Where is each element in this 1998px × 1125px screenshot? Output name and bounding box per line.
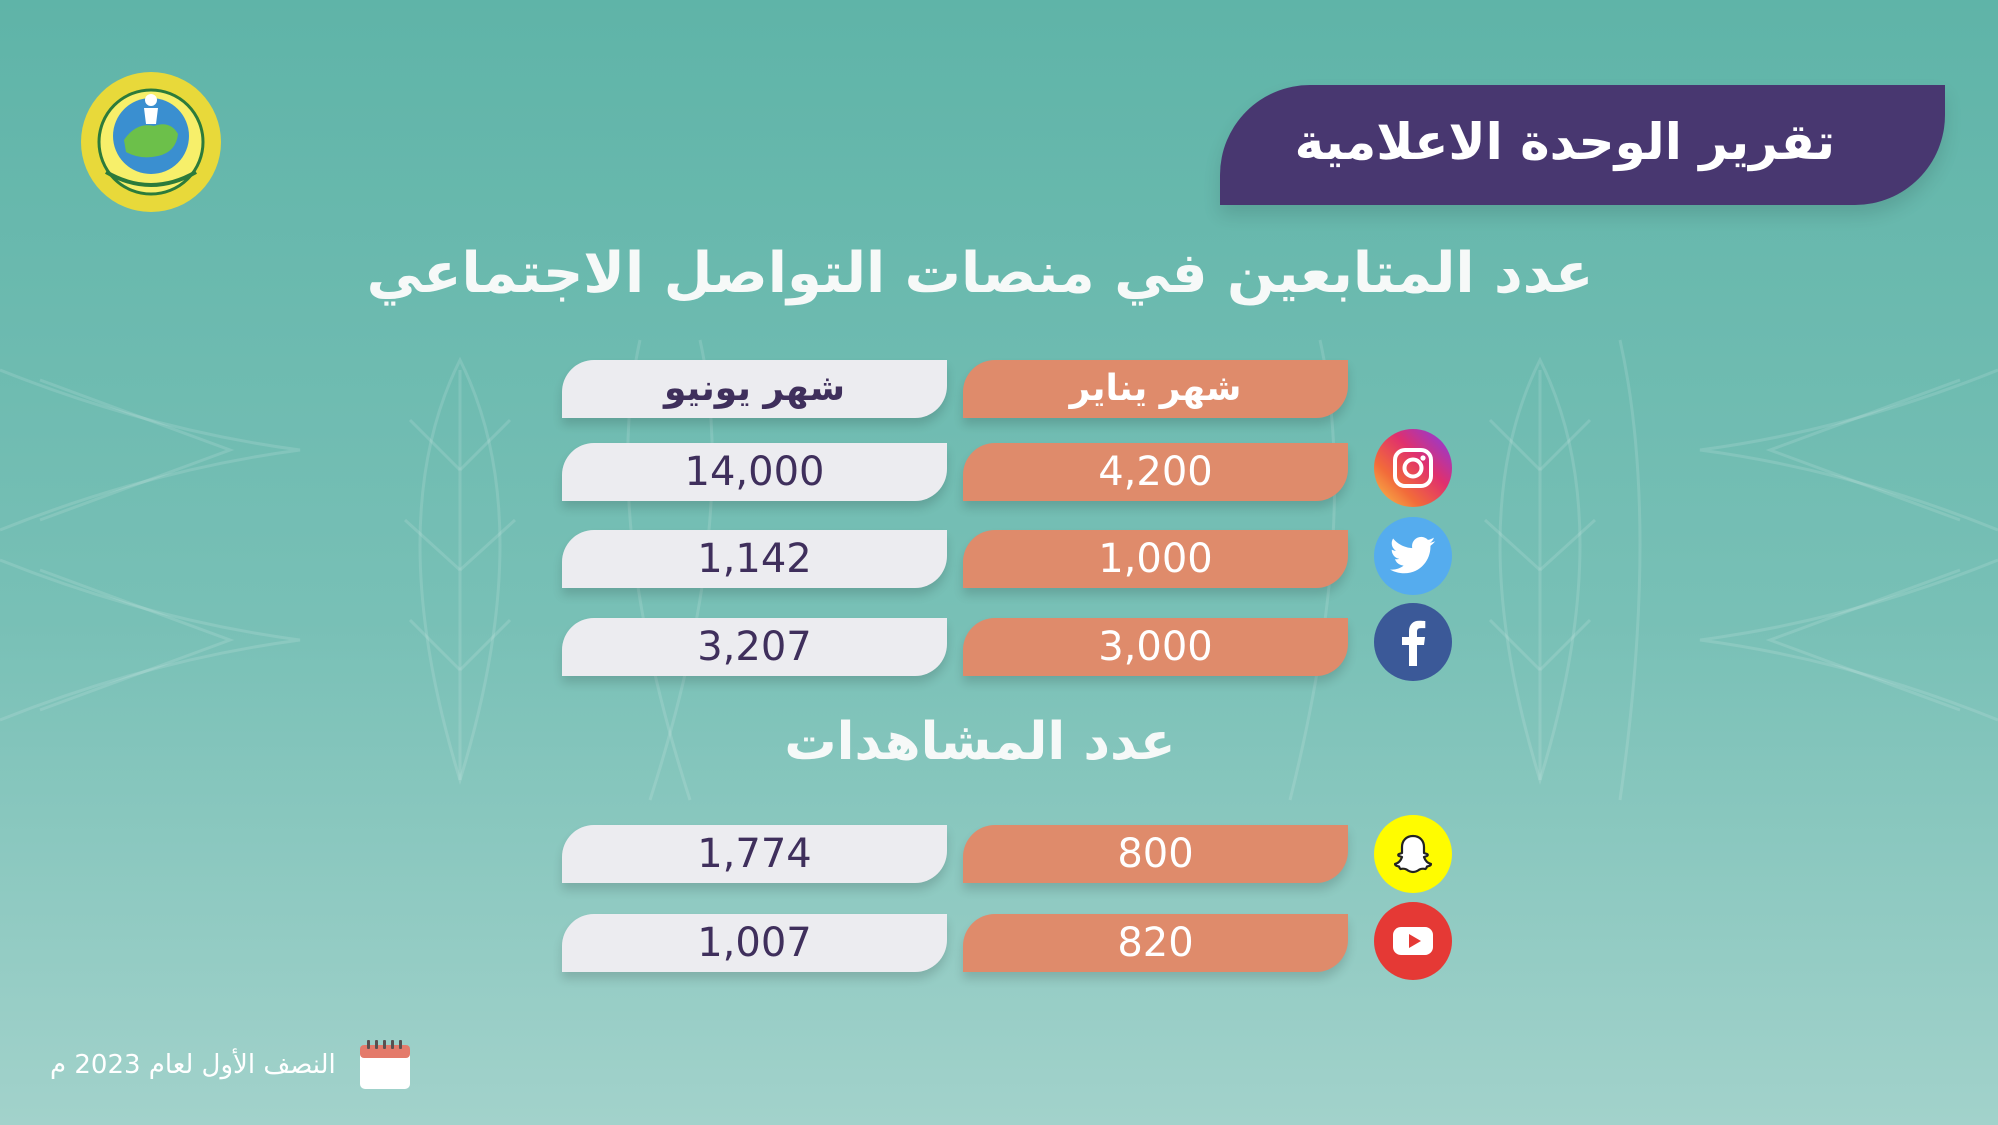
youtube-icon bbox=[1374, 902, 1452, 980]
report-period-label: النصف الأول لعام 2023 م bbox=[50, 1050, 336, 1080]
followers-section-title: عدد المتابعين في منصات التواصل الاجتماعي bbox=[366, 241, 1594, 306]
twitter-june-value: 1,142 bbox=[562, 530, 947, 588]
youtube-june-value: 1,007 bbox=[562, 914, 947, 972]
snapchat-june-value: 1,774 bbox=[562, 825, 947, 883]
association-logo bbox=[81, 72, 221, 212]
facebook-january-value: 3,000 bbox=[963, 618, 1348, 676]
snapchat-icon bbox=[1374, 815, 1452, 893]
facebook-icon bbox=[1374, 603, 1452, 681]
column-header-june: شهر يونيو bbox=[562, 360, 947, 418]
instagram-june-value: 14,000 bbox=[562, 443, 947, 501]
twitter-icon bbox=[1374, 517, 1452, 595]
header-banner: تقرير الوحدة الاعلامية bbox=[1220, 85, 1945, 205]
facebook-june-value: 3,207 bbox=[562, 618, 947, 676]
snapchat-january-value: 800 bbox=[963, 825, 1348, 883]
twitter-january-value: 1,000 bbox=[963, 530, 1348, 588]
instagram-january-value: 4,200 bbox=[963, 443, 1348, 501]
calendar-icon bbox=[359, 1040, 410, 1089]
views-section-title: عدد المشاهدات bbox=[784, 712, 1176, 772]
footer: النصف الأول لعام 2023 م bbox=[50, 1035, 412, 1095]
youtube-january-value: 820 bbox=[963, 914, 1348, 972]
report-title: تقرير الوحدة الاعلامية bbox=[1294, 113, 1835, 171]
instagram-icon bbox=[1374, 429, 1452, 507]
column-header-january: شهر يناير bbox=[963, 360, 1348, 418]
